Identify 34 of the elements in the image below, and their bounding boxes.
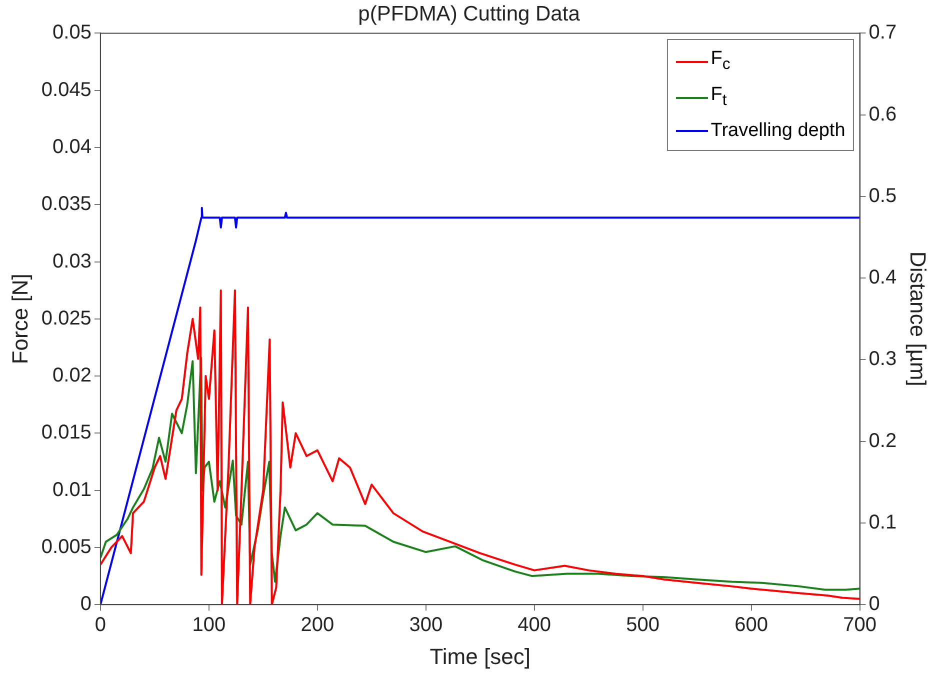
x-tick-label: 700 [843, 614, 876, 636]
y-tick-label: 0.02 [52, 364, 92, 387]
legend-label: Travelling depth [710, 118, 846, 143]
y2-tick-label: 0.5 [868, 184, 897, 207]
y2-tick-label: 0 [868, 593, 880, 616]
y2-tick-label: 0.3 [868, 348, 897, 370]
y2-tick-label: 0.1 [868, 511, 897, 534]
y-tick-label: 0.01 [52, 478, 92, 501]
legend-label: F$_{t}$ [710, 82, 727, 111]
x-tick-label: 500 [626, 614, 660, 636]
x-tick-label: 200 [300, 614, 334, 636]
y-axis-title: Force [N] [7, 274, 32, 364]
y-tick-label: 0.045 [41, 78, 92, 101]
chart-title: p(PFDMA) Cutting Data [358, 2, 580, 26]
x-tick-label: 100 [192, 614, 226, 636]
x-tick-label: 600 [734, 614, 768, 636]
y2-tick-label: 0.2 [868, 430, 897, 452]
x-axis-title: Time [sec] [430, 644, 530, 669]
y2-tick-label: 0.7 [868, 22, 897, 44]
legend-label: F$_{c}$ [710, 47, 730, 75]
y-tick-label: 0.035 [41, 193, 92, 216]
y2-tick-label: 0.4 [868, 266, 897, 289]
y-tick-label: 0.03 [52, 250, 92, 272]
y-tick-label: 0 [80, 593, 92, 616]
x-tick-label: 0 [94, 614, 106, 636]
x-tick-label: 300 [409, 614, 443, 636]
y-tick-label: 0.04 [52, 136, 92, 158]
y-tick-label: 0.05 [52, 22, 92, 44]
x-tick-label: 400 [518, 614, 552, 636]
y-tick-label: 0.025 [41, 307, 92, 330]
y-tick-label: 0.005 [41, 536, 92, 558]
y2-axis-title: Distance [µm] [906, 251, 931, 386]
y-tick-label: 0.015 [41, 422, 92, 444]
y2-tick-label: 0.6 [868, 103, 897, 126]
